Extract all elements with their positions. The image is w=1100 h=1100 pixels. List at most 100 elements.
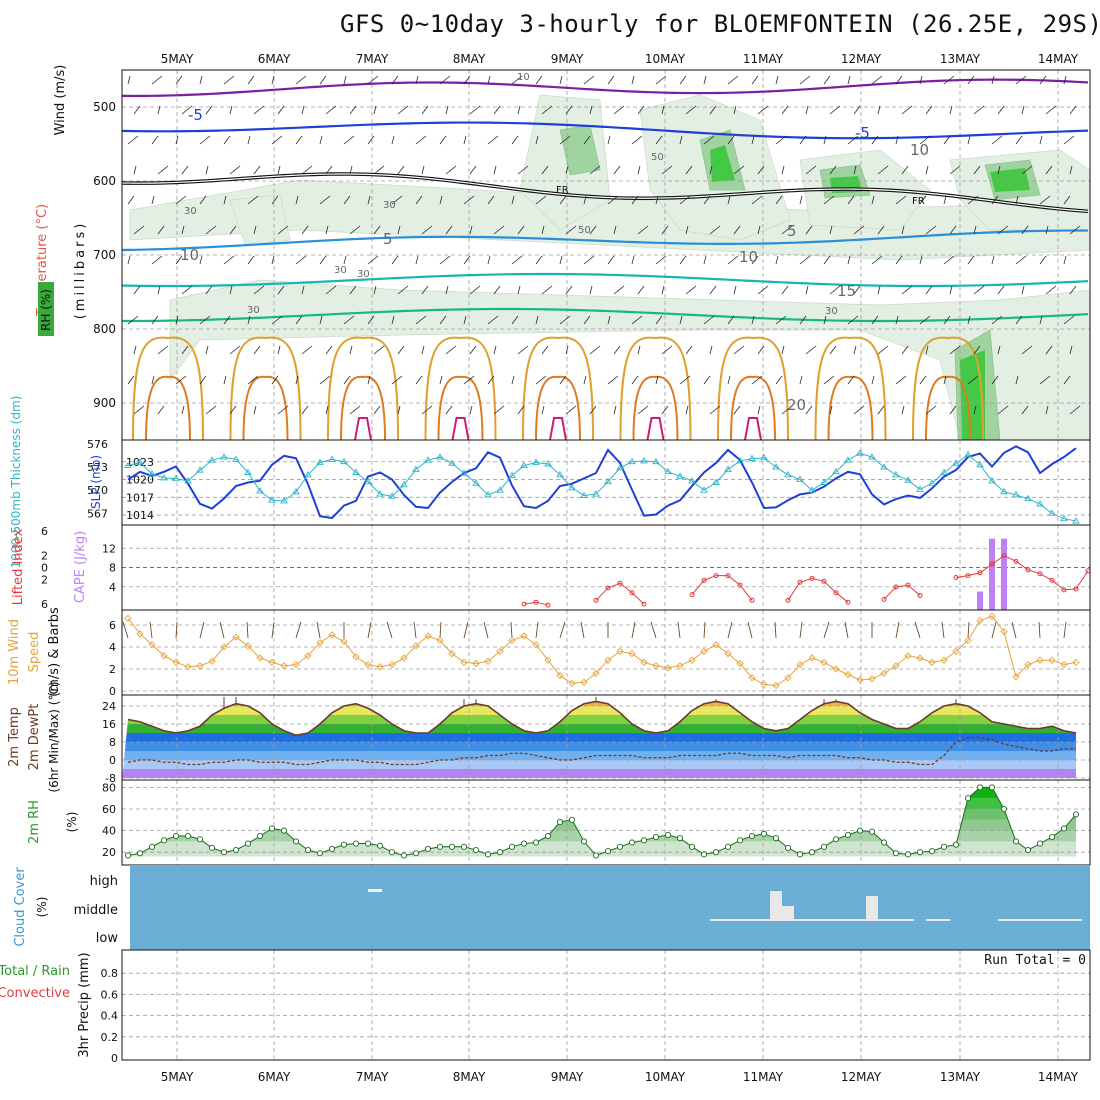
wind-barb (223, 255, 235, 265)
wind-speed-point (820, 658, 828, 667)
wind-barb (709, 285, 717, 295)
wind-barb (325, 225, 329, 235)
wind-barb (133, 105, 141, 115)
temp-contour (912, 336, 984, 441)
temp-tick: 0 (109, 754, 116, 767)
wind-barb (877, 285, 881, 295)
cape-label: CAPE (J/kg) (73, 531, 88, 603)
wind-barb (229, 105, 233, 115)
wind-barb (565, 405, 577, 415)
wind-barb (901, 405, 905, 415)
wind-barb (397, 165, 405, 175)
temp-contour (814, 336, 887, 441)
cloud-level-label: low (96, 931, 119, 946)
wind-barb (1039, 195, 1051, 205)
wind-barb (919, 195, 927, 205)
wind-speed-point (628, 649, 636, 658)
thickness-point (712, 478, 720, 485)
wind-barb (367, 135, 375, 145)
wind-barb (175, 621, 178, 639)
wind-barb (199, 315, 211, 325)
wind-barb (271, 195, 279, 205)
wind-barb (757, 225, 761, 235)
wind-speed-point (616, 647, 624, 656)
wind-barb (847, 195, 855, 205)
wind-barb (219, 621, 225, 639)
wind-barb (589, 405, 597, 415)
wind-barb (565, 105, 573, 115)
wind-barb (637, 345, 641, 355)
wind-barb (469, 345, 477, 355)
wind-barb (1063, 621, 1067, 639)
wind-barb (973, 225, 977, 235)
wind-barb (631, 375, 639, 385)
rh-panel: 20 40 60 80 2m RH (%) (27, 779, 1091, 866)
wind-barb (421, 285, 429, 295)
wind-speed-point (964, 636, 972, 645)
lifted-line (955, 555, 1089, 591)
lifted-tick: 6 (41, 525, 48, 538)
wind-barb (914, 621, 921, 639)
wind-barb (655, 135, 663, 145)
wind-barb (1038, 621, 1041, 639)
wind-barb (301, 345, 313, 355)
freezing-level-inner (121, 173, 1089, 212)
rh-point (328, 845, 336, 853)
wind-barb (445, 165, 457, 175)
rh-tick: 20 (102, 846, 116, 859)
wind-barb (469, 165, 477, 175)
rh-point (844, 831, 852, 838)
wind-speed-point (292, 660, 300, 669)
wind-speed-point (604, 656, 612, 664)
lifted-line (691, 575, 753, 601)
wind-barb (823, 135, 827, 145)
wind-speed-point (1036, 656, 1044, 664)
thickness-point (352, 468, 360, 475)
thickness-point (364, 477, 372, 485)
thickness-point (784, 470, 792, 478)
wind-barb (301, 105, 305, 115)
wind-barb (397, 405, 401, 415)
wind-barb (925, 165, 929, 175)
wind-barb (325, 405, 329, 415)
wind-barb (805, 105, 809, 115)
wind-barb (805, 345, 817, 355)
temp-contour (340, 375, 386, 441)
wind-barb (271, 255, 275, 265)
lifted-point (953, 575, 959, 580)
rh-point (244, 840, 252, 847)
wind-barb (175, 195, 187, 205)
wind-speed-point (580, 678, 588, 686)
temp-band (122, 724, 1076, 733)
lifted-tick: 2 (41, 549, 48, 562)
lifted-point (905, 582, 911, 588)
wind-barb (295, 255, 307, 265)
wind-speed-point (220, 643, 228, 651)
thickness-tick: 576 (87, 438, 108, 451)
wind-barb (823, 195, 835, 205)
rh-point (952, 841, 960, 848)
temp-band (122, 701, 1076, 706)
wind-barb (127, 75, 131, 85)
thickness-point (496, 486, 504, 493)
wind-barb (679, 375, 691, 385)
wind-barb (487, 75, 491, 85)
contour-label: 50 (651, 152, 664, 163)
wind-barb (637, 405, 649, 415)
thickness-point (376, 490, 384, 497)
wind-barb (1015, 75, 1027, 85)
wind-speed-point (568, 679, 576, 687)
wind-barb (703, 255, 707, 265)
wind-barb (685, 165, 693, 175)
thickness-point (820, 478, 828, 485)
temp-band (122, 742, 1076, 751)
wind-barb (229, 285, 233, 295)
wind-barb (757, 345, 765, 355)
rh-point (196, 836, 204, 843)
wind-barb (679, 75, 687, 85)
wind-speed-point (1048, 656, 1056, 664)
thickness-point (604, 477, 612, 485)
rh-tick: 60 (102, 803, 116, 816)
rh-point (724, 843, 732, 850)
precip-panel: 0 0.2 0.4 0.6 0.8 Run Total = 0 Total / Rain Co… (0, 949, 1091, 1065)
